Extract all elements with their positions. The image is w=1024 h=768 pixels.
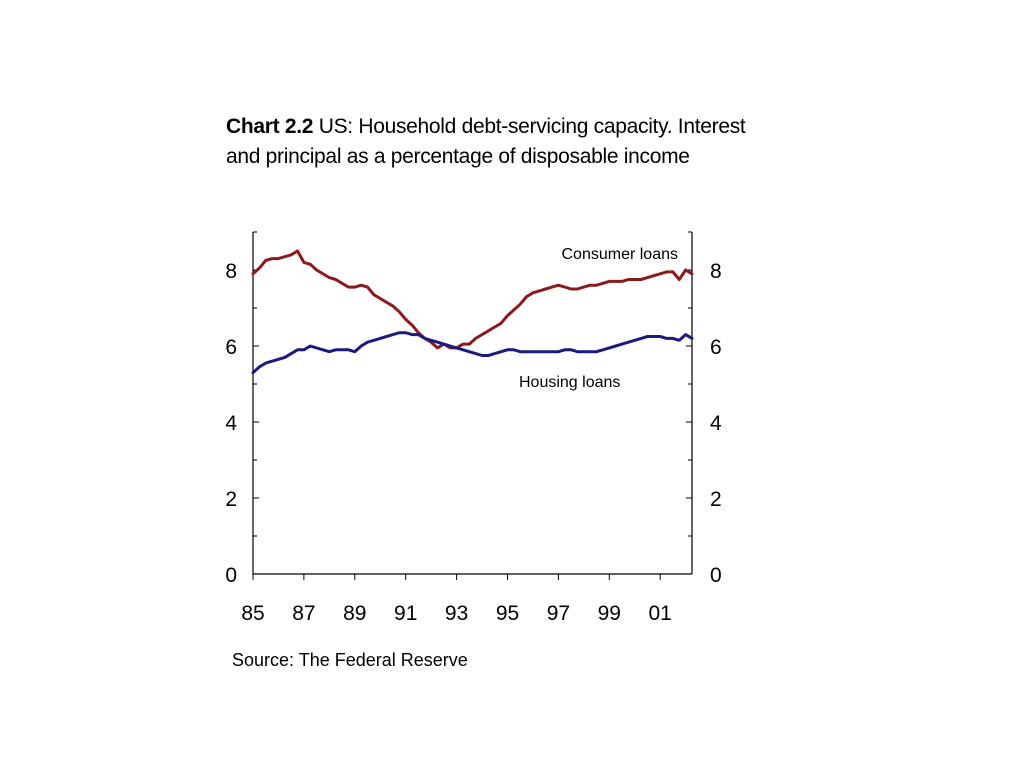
series-line-consumer-loans <box>251 249 694 350</box>
series-layer <box>251 249 694 375</box>
axes: 0 0 2 2 4 4 6 6 8 8 85 87 89 91 93 95 97 99 01 <box>225 231 722 625</box>
x-tick-label: 87 <box>292 602 315 625</box>
chart-title-text: US: Household debt-servicing capacity. I… <box>226 115 746 168</box>
y-tick-label-right: 0 <box>710 564 722 587</box>
y-tick-label-left: 6 <box>225 336 237 359</box>
y-tick-label-right: 8 <box>710 260 722 283</box>
plot-frame <box>252 232 693 575</box>
series-line-housing-loans <box>251 331 694 375</box>
x-tick-label: 95 <box>496 602 519 625</box>
x-tick-label: 93 <box>445 602 468 625</box>
chart-number: Chart 2.2 <box>226 115 314 138</box>
y-tick-label-left: 0 <box>225 564 237 587</box>
chart-title: Chart 2.2 US: Household debt-servicing c… <box>226 112 746 172</box>
y-tick-label-right: 4 <box>710 412 722 435</box>
x-tick-label: 85 <box>241 602 264 625</box>
annotation-housing-loans: Housing loans <box>519 374 620 391</box>
annotation-consumer-loans: Consumer loans <box>562 246 679 263</box>
y-tick-label-left: 2 <box>225 488 237 511</box>
x-tick-label: 91 <box>394 602 417 625</box>
x-tick-label: 89 <box>343 602 366 625</box>
y-tick-label-left: 4 <box>225 412 237 435</box>
y-tick-label-left: 8 <box>225 260 237 283</box>
y-tick-label-right: 2 <box>710 488 722 511</box>
source-note: Source: The Federal Reserve <box>232 650 468 670</box>
y-tick-label-right: 6 <box>710 336 722 359</box>
x-tick-label: 99 <box>598 602 621 625</box>
x-tick-label: 01 <box>649 602 672 625</box>
x-tick-label: 97 <box>547 602 570 625</box>
